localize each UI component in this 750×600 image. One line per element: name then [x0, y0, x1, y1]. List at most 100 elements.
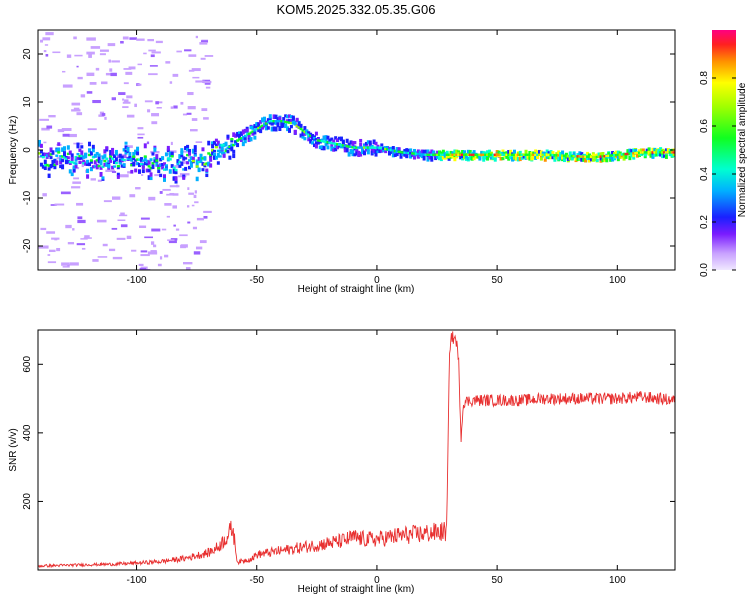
spectrogram-cell: [451, 151, 455, 155]
spectrogram-cell: [234, 133, 238, 138]
spectrogram-noise: [147, 109, 151, 113]
spectrogram-cell: [157, 164, 161, 169]
spectrogram-cell: [622, 156, 626, 161]
spectrogram-core-cell: [409, 152, 413, 155]
spectrogram-core-cell: [420, 153, 424, 156]
spectrogram-cell: [174, 179, 178, 184]
spectrogram-cell: [657, 152, 661, 157]
spectrogram-noise: [151, 228, 161, 232]
spectrogram-noise: [98, 114, 105, 117]
spectrogram-noise: [201, 108, 208, 112]
spectrogram-core-cell: [378, 146, 382, 150]
spectrogram-cell: [314, 141, 318, 146]
spectrogram-core-cell: [445, 153, 449, 156]
spectrogram-cell: [295, 118, 299, 123]
spectrogram-cell: [109, 149, 113, 155]
spectrogram-cell: [120, 155, 124, 159]
spectrogram-core-cell: [355, 146, 359, 149]
spectrogram-cell: [351, 149, 355, 153]
spectrogram-cell: [232, 153, 236, 159]
spectrogram-noise: [86, 51, 95, 55]
spectrogram-core-cell: [497, 153, 501, 156]
spectrogram-cell: [111, 147, 115, 153]
spectrogram-cell: [364, 141, 368, 146]
spectrogram-cell: [287, 127, 291, 133]
spectrogram-core-cell: [432, 153, 436, 156]
spectrogram-noise: [87, 128, 97, 131]
spectrogram-core-cell: [578, 155, 582, 158]
spectrogram-cell: [86, 174, 90, 179]
spectrogram-cell: [468, 149, 472, 154]
spectrogram-cell: [137, 162, 141, 168]
spectrogram-cell: [301, 131, 305, 137]
spectrogram-cell: [353, 141, 357, 145]
spectrogram-cell: [253, 130, 257, 135]
spectrogram-noise: [47, 254, 51, 256]
spectrogram-cell: [218, 149, 222, 153]
spectrogram-noise: [193, 194, 197, 199]
spectrogram-cell: [637, 149, 641, 153]
spectrogram-core-cell: [247, 132, 251, 136]
spectrogram-core-cell: [478, 153, 482, 156]
spectrogram-noise: [190, 129, 198, 132]
spectrogram-cell: [80, 145, 84, 149]
spectrogram-noise: [169, 192, 175, 196]
spectrogram-core-cell: [620, 153, 624, 156]
spectrogram-core-cell: [293, 123, 297, 126]
spectrogram-core-cell: [237, 138, 241, 141]
spectrogram-noise: [180, 101, 184, 105]
spectrogram-cell: [286, 114, 290, 119]
spectrogram-noise: [148, 196, 156, 201]
spectrogram-noise: [47, 261, 57, 264]
spectrogram-cell: [211, 150, 215, 156]
spectrogram-cell: [159, 157, 163, 162]
spectrogram-noise: [61, 128, 72, 131]
colorbar-tick-label: 0.2: [699, 215, 710, 229]
spectrogram-noise: [127, 145, 133, 149]
spectrogram-cell: [134, 149, 138, 155]
spectrogram-core-cell: [372, 146, 376, 149]
spectrogram-cell: [557, 156, 561, 161]
spectrogram-noise: [137, 136, 144, 139]
spectrogram-noise: [73, 177, 80, 180]
spectrogram-noise: [56, 247, 61, 252]
spectrogram-cell: [191, 156, 195, 162]
spectrogram-cell: [599, 158, 603, 163]
spectrogram-cell: [84, 153, 88, 159]
spectrogram-core-cell: [522, 153, 526, 156]
spectrogram-cell: [395, 153, 399, 157]
spectrogram-core-cell: [209, 153, 213, 157]
spectrogram-core-cell: [532, 153, 536, 156]
spectrogram-cell: [612, 156, 616, 160]
spectrogram-cell: [134, 168, 138, 173]
spectrogram-cell: [426, 149, 430, 154]
spectrogram-core-cell: [476, 153, 480, 156]
spectrogram-noise: [60, 191, 71, 195]
spectrogram-core-cell: [659, 151, 663, 154]
colorbar-scale: [712, 30, 736, 270]
spectrogram-cell: [509, 149, 513, 154]
spectrogram-cell: [514, 155, 518, 161]
spectrogram-noise: [45, 32, 54, 36]
spectrogram-core-cell: [393, 149, 397, 153]
spectrogram-cell: [561, 150, 565, 155]
spectrogram-cell: [201, 168, 205, 172]
spectrogram-cell: [616, 150, 620, 155]
spectrogram-noise: [45, 54, 49, 57]
spectrogram-core-cell: [551, 153, 555, 157]
snr-axes: -100 -50 0 50 100 200 400 600: [22, 330, 675, 586]
spectrogram-cell: [466, 157, 470, 161]
spectrogram-cell: [47, 167, 51, 171]
spectrogram-noise: [122, 98, 125, 101]
spectrogram-cell: [212, 155, 216, 160]
spectrogram-core-cell: [195, 165, 199, 168]
spectrogram-cell: [64, 159, 68, 165]
spectrogram-cell: [237, 131, 241, 136]
spectrogram-cell: [330, 143, 334, 148]
spectrogram-cell: [512, 149, 516, 155]
spectrogram-cell: [68, 150, 72, 155]
spectrogram-core-cell: [205, 162, 209, 165]
spectrogram-cell: [216, 152, 220, 158]
spectrogram-cell: [149, 172, 153, 177]
